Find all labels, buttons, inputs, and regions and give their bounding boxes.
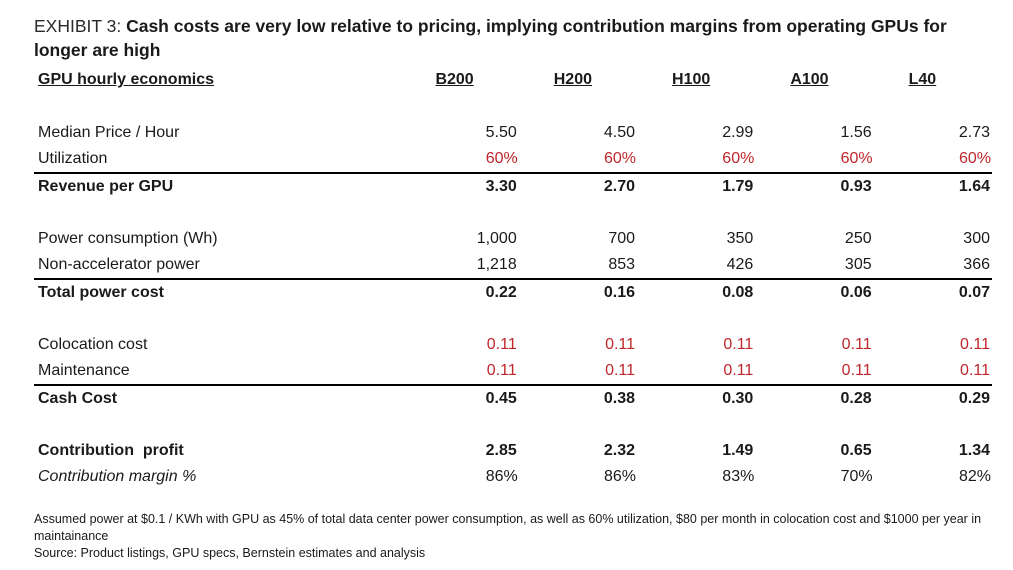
cell-value: 1.49 <box>722 442 754 459</box>
cell-value: 0.11 <box>841 362 872 379</box>
row-label: Cash Cost <box>34 384 401 412</box>
cell-value: 0.08 <box>637 278 756 306</box>
cell-value: 0.11 <box>960 336 990 353</box>
cell-value: 700 <box>608 230 636 247</box>
exhibit-label: EXHIBIT 3: <box>34 16 127 36</box>
cell-value: 0.11 <box>486 362 517 379</box>
footnote-source: Source: Product listings, GPU specs, Ber… <box>34 546 426 560</box>
table-row-non-accelerator-power: Non-accelerator power 1,218 853 426 305 … <box>34 252 992 279</box>
spacer-row <box>34 412 992 438</box>
row-label: Contribution profit <box>38 442 184 459</box>
cell-value: 1.64 <box>873 172 992 200</box>
cell-value: 3.30 <box>400 172 519 200</box>
cell-value: 305 <box>844 256 872 273</box>
table-row-contribution-margin: Contribution margin % 86% 86% 83% 70% 82… <box>34 464 992 490</box>
cell-value: 1.56 <box>840 124 872 141</box>
row-label: Contribution margin % <box>38 468 197 485</box>
cell-value: 0.11 <box>723 362 754 379</box>
row-label: Power consumption (Wh) <box>38 230 218 247</box>
table-row-total-power-cost: Total power cost 0.22 0.16 0.08 0.06 0.0… <box>34 278 992 306</box>
cell-value: 0.28 <box>755 384 874 412</box>
cell-value: 0.07 <box>873 278 992 306</box>
cell-value: 60% <box>485 150 518 167</box>
cell-value: 5.50 <box>485 124 517 141</box>
table-row-utilization: Utilization 60% 60% 60% 60% 60% <box>34 146 992 173</box>
column-header-a100: A100 <box>790 71 829 88</box>
cell-value: 2.85 <box>485 442 517 459</box>
cell-value: 86% <box>485 468 518 485</box>
cell-value: 853 <box>608 256 636 273</box>
cell-value: 0.45 <box>400 384 519 412</box>
row-label: Median Price / Hour <box>38 124 180 141</box>
table-row-cash-cost: Cash Cost 0.45 0.38 0.30 0.28 0.29 <box>34 384 992 412</box>
cell-value: 300 <box>963 230 990 247</box>
cell-value: 4.50 <box>603 124 636 141</box>
cell-value: 0.11 <box>723 336 754 353</box>
table-row-median-price: Median Price / Hour 5.50 4.50 2.99 1.56 … <box>34 120 992 146</box>
cell-value: 2.73 <box>958 124 990 141</box>
table-row-colocation-cost: Colocation cost 0.11 0.11 0.11 0.11 0.11 <box>34 332 992 358</box>
row-label: Maintenance <box>38 362 130 379</box>
cell-value: 60% <box>722 150 755 167</box>
table-header-row: GPU hourly economics B200 H200 H100 A100… <box>34 66 992 94</box>
cell-value: 60% <box>604 150 637 167</box>
cell-value: 60% <box>958 150 991 167</box>
column-header-h100: H100 <box>672 71 711 88</box>
cell-value: 0.65 <box>840 442 872 459</box>
cell-value: 1,000 <box>476 230 517 247</box>
cell-value: 70% <box>840 468 873 485</box>
table-row-power-consumption: Power consumption (Wh) 1,000 700 350 250… <box>34 226 992 252</box>
cell-value: 0.93 <box>755 172 874 200</box>
cell-value: 0.11 <box>605 362 636 379</box>
gpu-economics-table: GPU hourly economics B200 H200 H100 A100… <box>34 66 992 490</box>
cell-value: 2.32 <box>603 442 636 459</box>
cell-value: 83% <box>722 468 755 485</box>
column-header-l40: L40 <box>908 71 937 88</box>
cell-value: 350 <box>726 230 754 247</box>
spacer-row <box>34 200 992 226</box>
cell-value: 0.11 <box>841 336 872 353</box>
cell-value: 0.06 <box>755 278 874 306</box>
row-label: Colocation cost <box>38 336 148 353</box>
table-title: GPU hourly economics <box>38 71 215 88</box>
row-label: Utilization <box>38 150 108 167</box>
row-label: Revenue per GPU <box>34 172 401 200</box>
exhibit-headline: Cash costs are very low relative to pric… <box>34 16 947 60</box>
row-label: Total power cost <box>34 278 401 306</box>
cell-value: 0.11 <box>605 336 636 353</box>
footnote-assumptions: Assumed power at $0.1 / KWh with GPU as … <box>34 512 982 543</box>
spacer-row <box>34 94 992 120</box>
cell-value: 1,218 <box>476 256 517 273</box>
cell-value: 0.16 <box>518 278 638 306</box>
cell-value: 426 <box>726 256 754 273</box>
cell-value: 60% <box>840 150 873 167</box>
cell-value: 0.38 <box>518 384 638 412</box>
cell-value: 2.99 <box>722 124 754 141</box>
column-header-h200: H200 <box>553 71 592 88</box>
cell-value: 0.22 <box>400 278 519 306</box>
cell-value: 0.30 <box>637 384 756 412</box>
cell-value: 1.79 <box>637 172 756 200</box>
footnote: Assumed power at $0.1 / KWh with GPU as … <box>34 511 994 562</box>
table-row-maintenance: Maintenance 0.11 0.11 0.11 0.11 0.11 <box>34 358 992 385</box>
cell-value: 0.11 <box>486 336 517 353</box>
column-header-b200: B200 <box>435 71 474 88</box>
cell-value: 0.29 <box>873 384 992 412</box>
row-label: Non-accelerator power <box>38 256 200 273</box>
cell-value: 2.70 <box>518 172 638 200</box>
cell-value: 366 <box>963 256 990 273</box>
cell-value: 1.34 <box>958 442 990 459</box>
cell-value: 86% <box>604 468 637 485</box>
cell-value: 0.11 <box>960 362 990 379</box>
exhibit-title: EXHIBIT 3: Cash costs are very low relat… <box>34 14 984 62</box>
cell-value: 250 <box>844 230 872 247</box>
cell-value: 82% <box>958 468 991 485</box>
spacer-row <box>34 306 992 332</box>
table-row-revenue: Revenue per GPU 3.30 2.70 1.79 0.93 1.64 <box>34 172 992 200</box>
table-row-contribution-profit: Contribution profit 2.85 2.32 1.49 0.65 … <box>34 438 992 464</box>
